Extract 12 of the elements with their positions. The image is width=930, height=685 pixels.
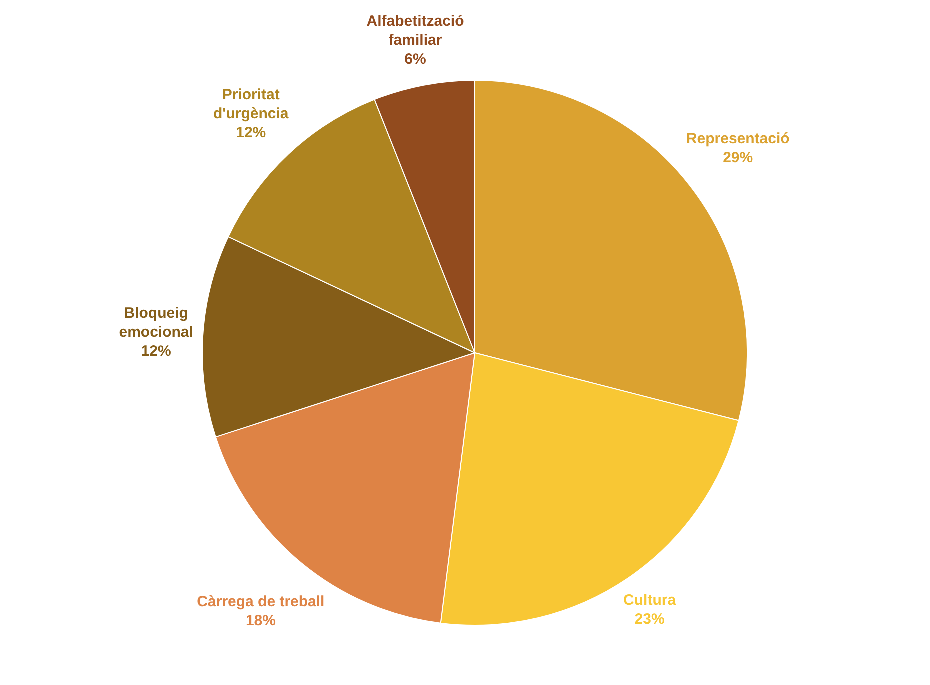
slice-label: Bloqueig emocional xyxy=(119,305,194,342)
data-label: 23% xyxy=(634,610,665,628)
data-label: 6% xyxy=(404,51,426,68)
slice-label: Cultura xyxy=(624,592,677,609)
data-label: 29% xyxy=(723,150,754,167)
slice-label: Alfabetització familiar xyxy=(366,13,464,50)
data-label: 12% xyxy=(236,124,266,142)
slice-label: Prioritat d'urgència xyxy=(214,86,290,123)
data-label: 12% xyxy=(141,343,172,360)
slice-label: Representació xyxy=(686,130,790,148)
data-label: 18% xyxy=(246,612,276,630)
slice-label: Càrrega de treball xyxy=(197,593,325,610)
